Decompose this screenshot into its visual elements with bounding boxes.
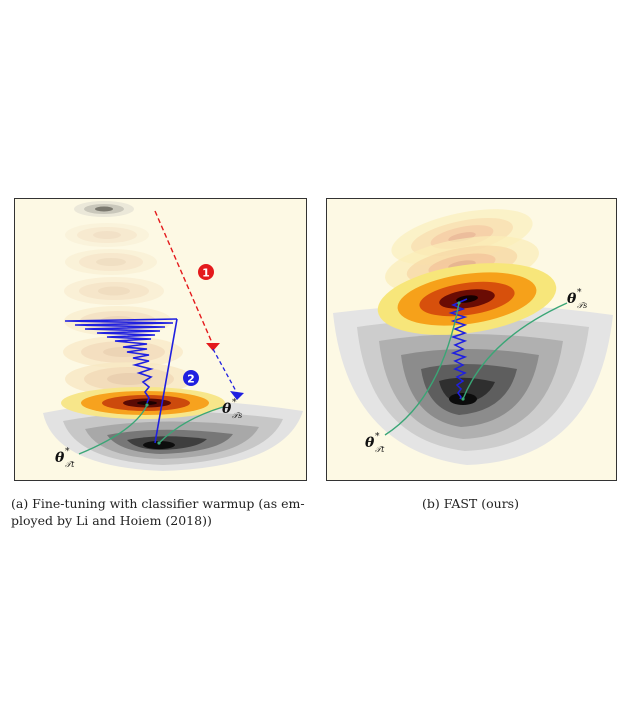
- panel-a-ellipse-trail: [63, 201, 193, 396]
- caption-panel-a-line-1: (a) Fine-tuning with classifier warmup (…: [11, 496, 305, 511]
- panel-a-source-basin: [61, 387, 225, 419]
- marker-step-1: 1: [198, 264, 214, 280]
- label-theta-target: θ * 𝒯t: [365, 432, 385, 454]
- svg-text:θ: θ: [365, 435, 375, 451]
- panel-b-fast: θ * 𝒯s θ * 𝒯t: [326, 198, 617, 481]
- svg-text:𝒯s: 𝒯s: [232, 411, 242, 420]
- panel-a-annotation-lines: [78, 403, 224, 455]
- label-theta-source: θ * 𝒯s: [567, 288, 587, 310]
- caption-panel-b: (b) FAST (ours): [422, 496, 519, 511]
- svg-text:𝒯t: 𝒯t: [375, 445, 385, 454]
- panel-a-target-basin: [43, 400, 303, 471]
- svg-text:θ: θ: [55, 450, 65, 466]
- svg-text:𝒯s: 𝒯s: [577, 301, 587, 310]
- panel-a-blue-dashed-path: [212, 348, 244, 400]
- trail-ellipse: [65, 249, 157, 275]
- panel-b-diagram: θ * 𝒯s θ * 𝒯t: [333, 209, 613, 465]
- panel-a-diagram: 1 2 θ * 𝒯s θ * 𝒯t: [43, 201, 303, 471]
- trail-ellipse: [391, 209, 533, 265]
- panel-a-blue-path: [64, 318, 178, 444]
- caption-panel-a: (a) Fine-tuning with classifier warmup (…: [11, 495, 311, 529]
- panel-a-red-path: [154, 210, 220, 351]
- trail-ellipse: [74, 201, 134, 217]
- trail-ellipse: [65, 223, 149, 247]
- svg-text:2: 2: [187, 373, 195, 386]
- svg-text:θ: θ: [222, 401, 232, 417]
- svg-text:*: *: [375, 432, 380, 442]
- trail-ellipse: [64, 277, 164, 305]
- svg-text:*: *: [577, 288, 582, 298]
- svg-text:1: 1: [202, 267, 210, 280]
- label-theta-source: θ * 𝒯s: [222, 398, 242, 420]
- panel-b-blue-path: [448, 298, 468, 400]
- caption-panel-a-line-2: ployed by Li and Hoiem (2018)): [11, 513, 212, 528]
- panel-a-fine-tuning: 1 2 θ * 𝒯s θ * 𝒯t: [14, 198, 307, 481]
- trail-ellipse: [63, 336, 183, 368]
- panel-b-annotation-lines: [384, 301, 568, 436]
- svg-text:𝒯t: 𝒯t: [65, 460, 75, 469]
- panel-b-target-basin: [333, 304, 613, 465]
- svg-text:*: *: [65, 447, 70, 457]
- label-theta-target: θ * 𝒯t: [55, 447, 75, 469]
- marker-step-2: 2: [183, 370, 199, 386]
- svg-text:*: *: [232, 398, 237, 408]
- svg-text:θ: θ: [567, 291, 577, 307]
